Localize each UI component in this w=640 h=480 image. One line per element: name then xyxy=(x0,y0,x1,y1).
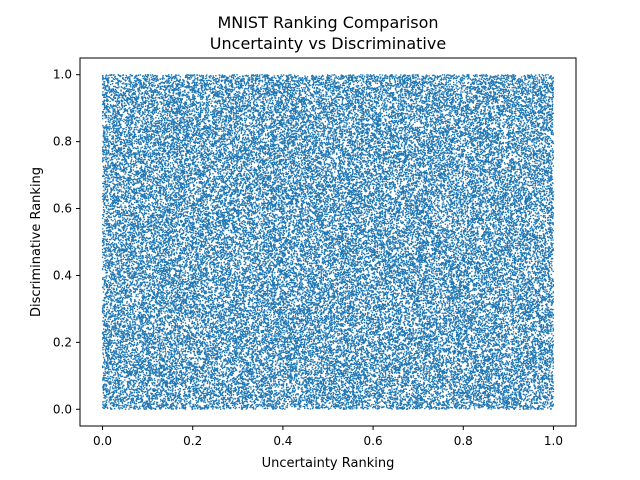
x-tick-label: 0.4 xyxy=(273,434,292,448)
y-axis-label: Discriminative Ranking xyxy=(29,167,44,317)
scatter-points xyxy=(101,73,555,411)
x-tick-label: 0.2 xyxy=(183,434,202,448)
y-tick-label: 0.4 xyxy=(53,268,72,282)
chart-title: MNIST Ranking Comparison xyxy=(217,13,438,32)
x-axis-ticks: 0.0 0.2 0.4 0.6 0.8 1.0 xyxy=(93,426,563,448)
plot-frame xyxy=(79,57,577,427)
x-axis-label: Uncertainty Ranking xyxy=(262,456,395,471)
x-tick-label: 1.0 xyxy=(544,434,563,448)
y-tick-label: 0.8 xyxy=(53,135,72,149)
x-tick-label: 0.0 xyxy=(93,434,112,448)
scatter-series-points xyxy=(101,73,555,411)
x-tick-label: 0.6 xyxy=(364,434,383,448)
y-tick-label: 0.2 xyxy=(53,335,72,349)
chart-subtitle: Uncertainty vs Discriminative xyxy=(210,34,446,53)
y-tick-label: 1.0 xyxy=(53,68,72,82)
y-tick-label: 0.6 xyxy=(53,202,72,216)
y-axis-ticks: 0.0 0.2 0.4 0.6 0.8 1.0 xyxy=(53,68,80,416)
y-tick-label: 0.0 xyxy=(53,402,72,416)
x-tick-label: 0.8 xyxy=(454,434,473,448)
